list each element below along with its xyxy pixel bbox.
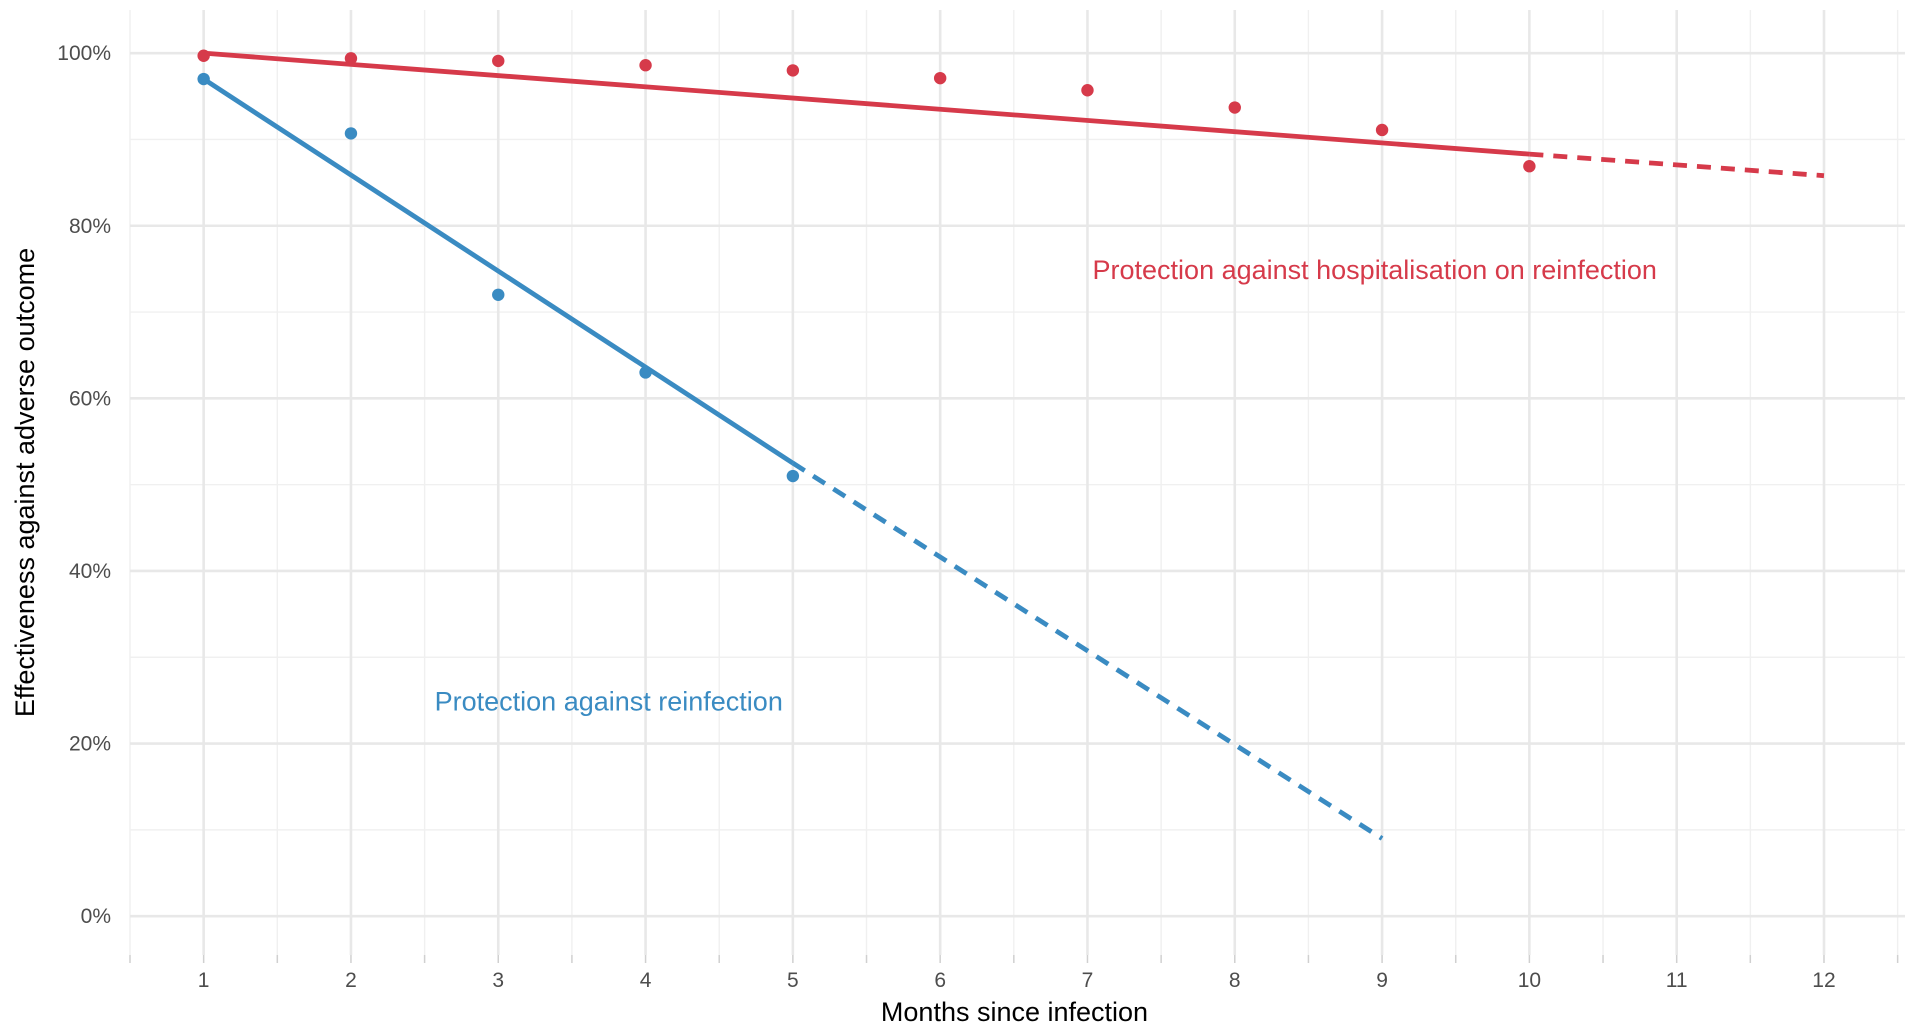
x-tick-labels: 1 2 3 4 5 6 7 8 9 10 11 12 bbox=[198, 969, 1836, 992]
x-axis-title: Months since infection bbox=[881, 997, 1148, 1027]
x-tick-label: 2 bbox=[345, 969, 357, 992]
x-tick-label: 12 bbox=[1812, 969, 1835, 992]
data-point bbox=[492, 288, 505, 301]
fit-line-dashed-1 bbox=[1529, 151, 1825, 179]
x-tick-label: 1 bbox=[198, 969, 210, 992]
data-point bbox=[639, 59, 652, 72]
axis-tick-marks bbox=[129, 955, 1899, 963]
x-tick-label: 7 bbox=[1082, 969, 1094, 992]
data-point bbox=[1523, 160, 1536, 173]
fit-line-solid-0 bbox=[202, 77, 795, 466]
x-tick-label: 10 bbox=[1518, 969, 1541, 992]
data-point bbox=[344, 52, 358, 65]
data-point bbox=[344, 127, 358, 140]
y-tick-label: 40% bbox=[69, 560, 111, 583]
series-annotations: Protection against reinfection Protection… bbox=[435, 255, 1657, 717]
y-tick-label: 100% bbox=[57, 42, 111, 65]
x-tick-label: 11 bbox=[1666, 969, 1688, 992]
y-tick-labels: 0% 20% 40% 60% 80% 100% bbox=[57, 42, 111, 928]
data-point bbox=[492, 54, 505, 68]
data-point bbox=[933, 71, 947, 85]
data-point bbox=[639, 366, 652, 379]
data-point bbox=[786, 64, 800, 77]
minor-gridlines bbox=[129, 10, 1905, 955]
data-point bbox=[197, 72, 210, 86]
major-gridlines bbox=[130, 10, 1905, 955]
x-tick-label: 8 bbox=[1229, 969, 1241, 992]
y-tick-label: 60% bbox=[69, 387, 111, 410]
fit-line-solid-1 bbox=[203, 50, 1530, 157]
x-tick-label: 3 bbox=[492, 969, 504, 992]
x-tick-label: 4 bbox=[640, 969, 652, 992]
x-tick-label: 6 bbox=[934, 969, 946, 992]
data-points bbox=[197, 49, 1536, 483]
data-point bbox=[1081, 84, 1094, 97]
fit-line-dashed-0 bbox=[791, 461, 1384, 841]
series-label: Protection against hospitalisation on re… bbox=[1093, 255, 1657, 285]
data-point bbox=[1228, 101, 1241, 114]
data-point bbox=[197, 49, 210, 62]
y-tick-label: 20% bbox=[69, 733, 111, 756]
y-tick-label: 80% bbox=[69, 215, 111, 238]
y-tick-label: 0% bbox=[81, 905, 111, 928]
y-axis-title: Effectiveness against adverse outcome bbox=[10, 248, 40, 717]
data-point bbox=[786, 469, 800, 483]
x-tick-label: 5 bbox=[787, 969, 799, 992]
x-tick-label: 9 bbox=[1376, 969, 1388, 992]
series-label: Protection against reinfection bbox=[435, 686, 783, 716]
data-point bbox=[1375, 123, 1389, 137]
fit-lines bbox=[202, 50, 1825, 841]
